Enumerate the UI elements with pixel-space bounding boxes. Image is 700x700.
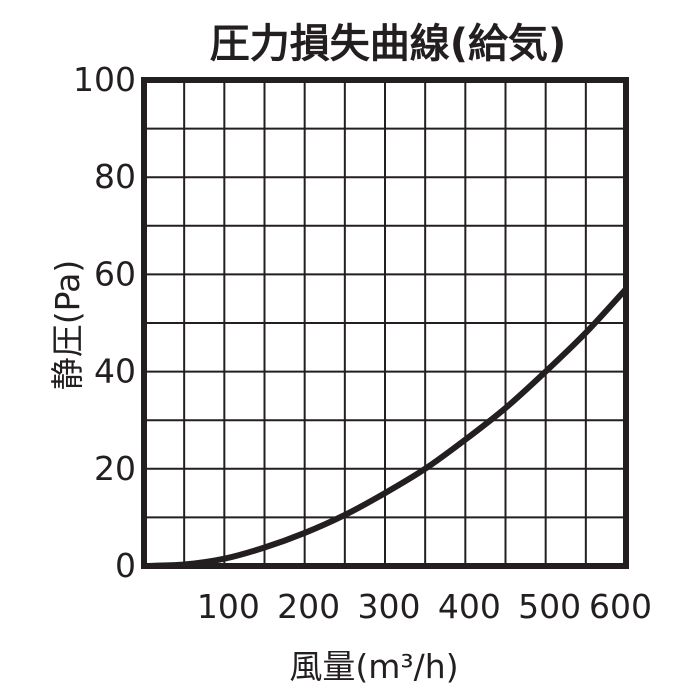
y-tick-label: 80 — [94, 157, 136, 196]
x-tick-label: 300 — [358, 587, 421, 626]
plot-frame-layer — [141, 77, 629, 569]
x-tick-labels: 100 200 300 400 500 600 — [197, 587, 652, 626]
x-tick-label: 500 — [518, 587, 581, 626]
x-tick-label: 600 — [589, 587, 652, 626]
y-tick-label: 60 — [94, 254, 136, 293]
x-tick-label: 100 — [197, 587, 260, 626]
chart-title: 圧力損失曲線(給気) — [210, 21, 567, 67]
plot-frame — [141, 77, 629, 569]
y-tick-label: 100 — [73, 60, 136, 99]
y-tick-label: 20 — [94, 449, 136, 488]
x-tick-label: 200 — [277, 587, 340, 626]
y-tick-labels: 0 20 40 60 80 100 — [73, 60, 136, 585]
y-axis-label: 静圧(Pa) — [48, 260, 87, 390]
pressure-loss-curve — [141, 285, 629, 569]
x-axis-label: 風量(m³/h) — [289, 647, 458, 686]
curve-layer — [141, 285, 629, 569]
x-tick-label: 400 — [438, 587, 501, 626]
y-tick-label: 0 — [115, 546, 136, 585]
y-tick-label: 40 — [94, 352, 136, 391]
grid-lines — [144, 80, 626, 566]
